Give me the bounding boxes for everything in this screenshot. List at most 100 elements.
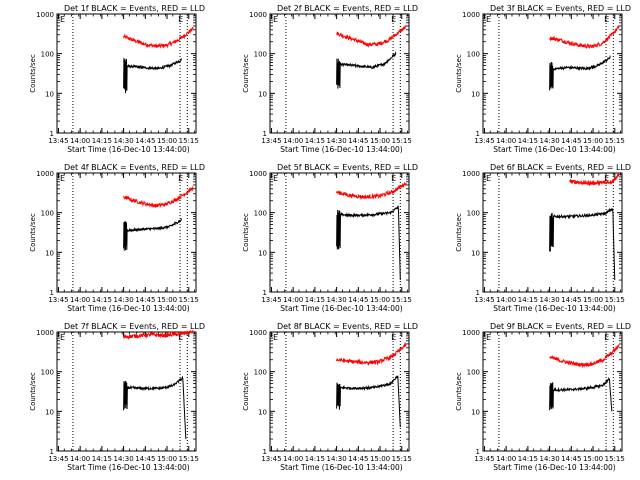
x-tick-label: 14:00 (70, 137, 90, 145)
events-line (549, 54, 611, 91)
events-line (336, 205, 401, 281)
x-tick-label: 15:00 (157, 137, 177, 145)
x-tick-label: 15:00 (157, 296, 177, 304)
panel-title: Det 2f BLACK = Events, RED = LLD (277, 4, 418, 13)
detector-panel: Det 3f BLACK = Events, RED = LLD 1 10 100 10… (455, 4, 631, 154)
y-tick-label: 1 (476, 448, 480, 456)
detector-panel: Det 1f BLACK = Events, RED = LLD 1 10 100 10… (29, 4, 205, 154)
x-axis-title: Start Time (16-Dec-10 13:44:00) (493, 145, 615, 154)
x-tick-label: 15:15 (605, 296, 625, 304)
corner-mark: E (273, 174, 278, 183)
x-axis-title: Start Time (16-Dec-10 13:44:00) (67, 145, 189, 154)
y-tick-label: 10 (258, 90, 267, 98)
y-tick-label: 1 (50, 289, 54, 297)
y-tick-label: 100 (41, 51, 54, 59)
corner-mark: E (391, 333, 396, 342)
x-tick-label: 14:15 (305, 137, 325, 145)
corner-mark: E (273, 333, 278, 342)
y-tick-label: 10 (45, 90, 54, 98)
plot-frame (482, 172, 623, 293)
y-tick-label: 1000 (249, 11, 267, 19)
detector-panel: Det 6f BLACK = Events, RED = LLD 1 10 100 10… (455, 163, 631, 313)
plot-frame (56, 13, 197, 134)
x-tick-label: 13:45 (474, 455, 494, 463)
y-axis-title: Counts/sec (242, 54, 250, 93)
x-axis-title: Start Time (16-Dec-10 13:44:00) (280, 145, 402, 154)
x-tick-label: 15:00 (370, 296, 390, 304)
x-tick-label: 15:00 (370, 455, 390, 463)
detector-panel: Det 9f BLACK = Events, RED = LLD 1 10 100 10… (455, 322, 631, 472)
y-tick-label: 100 (41, 210, 54, 218)
x-axis-title: Start Time (16-Dec-10 13:44:00) (67, 463, 189, 472)
events-line (549, 207, 616, 281)
corner-mark: E (486, 15, 491, 24)
x-tick-label: 14:15 (92, 137, 112, 145)
x-tick-label: 15:00 (583, 296, 603, 304)
panel-title: Det 7f BLACK = Events, RED = LLD (64, 322, 205, 331)
x-tick-label: 14:15 (92, 296, 112, 304)
x-tick-label: 15:15 (392, 296, 412, 304)
x-tick-label: 14:00 (283, 455, 303, 463)
y-tick-label: 1000 (36, 11, 54, 19)
x-tick-label: 14:30 (327, 455, 347, 463)
corner-mark: E (604, 15, 609, 24)
corner-mark: E (178, 174, 183, 183)
y-tick-label: 1 (263, 448, 267, 456)
x-tick-label: 14:00 (70, 455, 90, 463)
detector-panel: Det 7f BLACK = Events, RED = LLD 1 10 100 10… (29, 322, 205, 472)
x-tick-label: 14:45 (561, 455, 581, 463)
corner-mark: E (178, 15, 183, 24)
lld-line (336, 342, 407, 366)
events-line (123, 375, 187, 440)
events-line (123, 217, 182, 251)
x-tick-label: 14:30 (114, 137, 134, 145)
panel-title: Det 5f BLACK = Events, RED = LLD (277, 163, 418, 172)
x-tick-label: 14:15 (518, 137, 538, 145)
lld-line (569, 172, 620, 187)
y-tick-label: 10 (471, 90, 480, 98)
y-tick-label: 1000 (249, 170, 267, 178)
x-tick-label: 14:45 (135, 455, 155, 463)
corner-mark: E (60, 333, 65, 342)
x-tick-label: 13:45 (261, 455, 281, 463)
y-tick-label: 10 (471, 408, 480, 416)
detector-panel: Det 8f BLACK = Events, RED = LLD 1 10 100 10… (242, 322, 418, 472)
lld-line (549, 25, 620, 50)
x-tick-label: 15:15 (179, 137, 199, 145)
lld-line (336, 181, 407, 200)
events-line (123, 57, 182, 94)
corner-mark: E (60, 15, 65, 24)
x-tick-label: 14:30 (540, 455, 560, 463)
x-tick-label: 14:45 (561, 296, 581, 304)
x-tick-label: 14:45 (348, 296, 368, 304)
x-tick-label: 15:15 (392, 455, 412, 463)
y-tick-label: 1 (50, 448, 54, 456)
plot-frame (482, 13, 623, 134)
x-tick-label: 13:45 (474, 296, 494, 304)
y-tick-label: 1000 (462, 11, 480, 19)
y-tick-label: 1 (476, 289, 480, 297)
x-tick-label: 14:00 (70, 296, 90, 304)
y-tick-label: 10 (45, 249, 54, 257)
x-axis-title: Start Time (16-Dec-10 13:44:00) (280, 304, 402, 313)
panel-title: Det 3f BLACK = Events, RED = LLD (490, 4, 631, 13)
y-axis-title: Counts/sec (29, 213, 37, 252)
y-tick-label: 100 (254, 210, 267, 218)
x-tick-label: 14:30 (540, 137, 560, 145)
y-tick-label: 10 (258, 408, 267, 416)
detector-panel: Det 5f BLACK = Events, RED = LLD 1 10 100 10… (242, 163, 418, 313)
plot-frame (269, 13, 410, 134)
corner-mark: E (486, 333, 491, 342)
x-tick-label: 14:45 (561, 137, 581, 145)
detector-panel: Det 4f BLACK = Events, RED = LLD 1 10 100 10… (29, 163, 205, 313)
x-tick-label: 15:00 (583, 455, 603, 463)
y-axis-title: Counts/sec (455, 54, 463, 93)
x-tick-label: 14:45 (348, 137, 368, 145)
detector-panel: Det 2f BLACK = Events, RED = LLD 1 10 100 10… (242, 4, 418, 154)
y-tick-label: 1000 (462, 329, 480, 337)
x-tick-label: 13:45 (261, 137, 281, 145)
events-line (336, 51, 397, 89)
y-tick-label: 10 (258, 249, 267, 257)
corner-mark: E (486, 174, 491, 183)
x-tick-label: 14:45 (348, 455, 368, 463)
